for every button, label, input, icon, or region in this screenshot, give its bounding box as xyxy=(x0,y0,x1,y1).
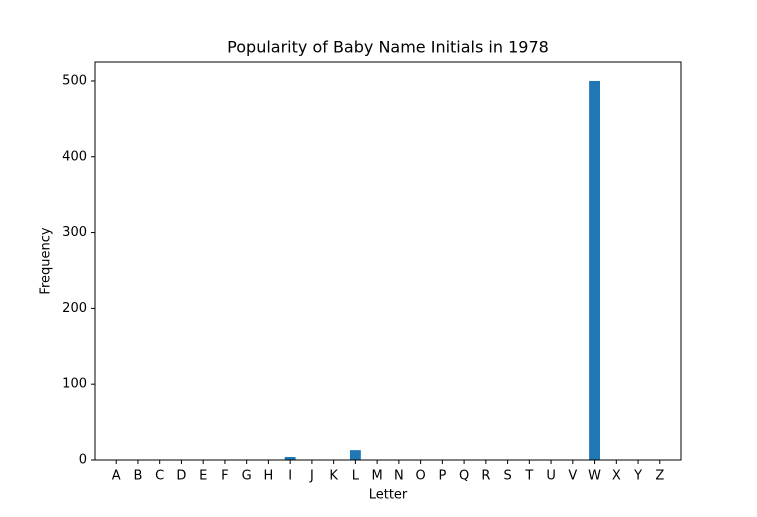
x-tick-label: G xyxy=(242,469,252,484)
y-tick-label: 200 xyxy=(62,301,87,316)
y-tick-label: 400 xyxy=(62,149,87,164)
x-tick-label: Q xyxy=(459,469,469,484)
x-tick-label: Z xyxy=(655,469,664,484)
x-tick-label: S xyxy=(503,469,511,484)
x-tick-label: W xyxy=(588,469,601,484)
y-tick-label: 0 xyxy=(79,453,87,468)
x-tick-label: R xyxy=(481,469,490,484)
x-tick-label: U xyxy=(546,469,556,484)
x-tick-label: E xyxy=(199,469,207,484)
bar xyxy=(284,456,296,460)
y-tick-label: 300 xyxy=(62,225,87,240)
plot-frame xyxy=(94,61,682,461)
chart-title: Popularity of Baby Name Initials in 1978 xyxy=(227,38,549,57)
x-tick-label: N xyxy=(394,469,404,484)
y-axis-label: Frequency xyxy=(39,227,54,294)
x-tick-label: D xyxy=(176,469,186,484)
x-tick-label: T xyxy=(524,469,533,484)
x-tick-label: I xyxy=(288,469,292,484)
x-tick-label: B xyxy=(133,469,142,484)
bar xyxy=(589,80,601,460)
x-tick-label: K xyxy=(329,469,338,484)
x-tick-label: V xyxy=(568,469,577,484)
y-tick-label: 100 xyxy=(62,377,87,392)
x-tick-label: C xyxy=(155,469,164,484)
x-tick-label: P xyxy=(438,469,446,484)
x-tick-label: F xyxy=(221,469,228,484)
x-tick-label: J xyxy=(309,469,314,484)
x-tick-label: O xyxy=(415,469,425,484)
x-tick-label: Y xyxy=(633,469,642,484)
bar xyxy=(349,450,361,460)
x-tick-label: L xyxy=(352,469,360,484)
x-tick-label: H xyxy=(264,469,274,484)
x-axis-label: Letter xyxy=(369,488,408,503)
x-tick-label: M xyxy=(372,469,383,484)
x-tick-label: A xyxy=(112,469,121,484)
x-tick-label: X xyxy=(612,469,621,484)
y-tick-label: 500 xyxy=(62,73,87,88)
